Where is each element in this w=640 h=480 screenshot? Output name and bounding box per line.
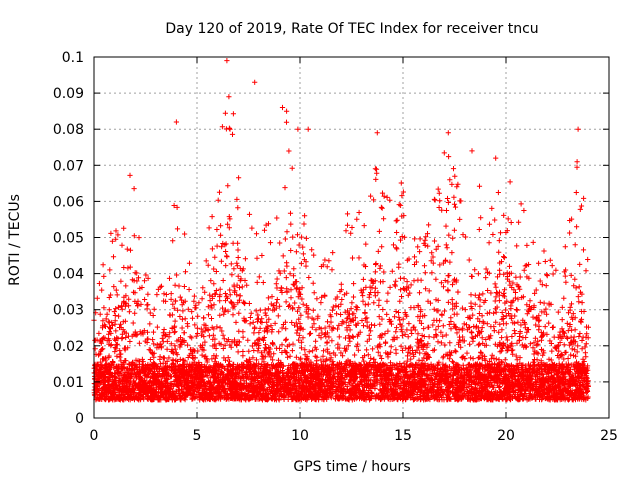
tick-labels: 0 5 10 15 20 25 0 0.01 0.02 0.03 0.04 0.05 0.06 0.07 0… [53,50,618,444]
y-tick-label: 0.08 [53,122,84,138]
roti-series-markers [91,58,591,403]
x-tick-label: 10 [291,428,309,444]
y-tick-label: 0.06 [53,194,84,210]
y-axis-label: ROTI / TECUs [7,194,23,286]
data-points [91,58,591,403]
y-tick-label: 0.09 [53,86,84,102]
y-tick-label: 0.03 [53,303,84,319]
y-tick-label: 0.07 [53,158,84,174]
x-axis-label: GPS time / hours [293,459,410,475]
y-tick-label: 0.05 [53,231,84,247]
x-tick-label: 15 [394,428,412,444]
y-tick-label: 0.02 [53,339,84,355]
axis-ticks [93,56,610,419]
y-tick-label: 0.04 [53,267,84,283]
y-tick-label: 0 [75,411,84,427]
x-tick-label: 0 [90,428,99,444]
x-tick-label: 25 [600,428,618,444]
x-tick-label: 5 [193,428,202,444]
y-tick-label: 0.01 [53,375,84,391]
chart-title: Day 120 of 2019, Rate Of TEC Index for r… [165,21,538,37]
x-tick-label: 20 [497,428,515,444]
y-tick-label: 0.1 [62,50,84,66]
